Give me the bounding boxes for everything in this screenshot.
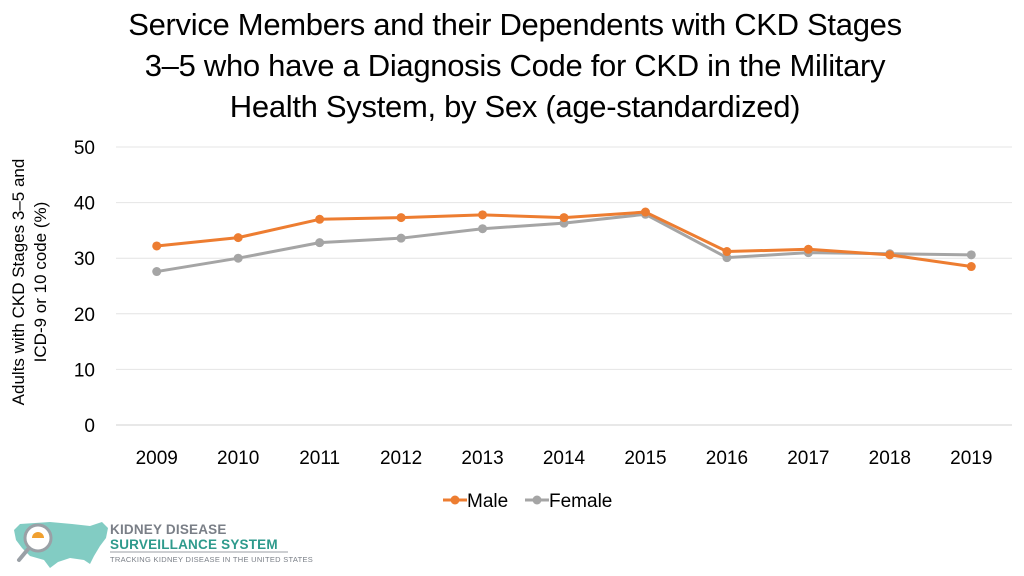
logo-line-1: KIDNEY DISEASE [110, 522, 227, 537]
gridlines [116, 146, 1012, 426]
series-female [152, 209, 976, 277]
y-tick-label: 20 [74, 305, 95, 326]
logo-line-2: SURVEILLANCE SYSTEM [110, 537, 278, 552]
y-axis-label-line-1: Adults with CKD Stages 3–5 and [9, 159, 28, 406]
female-point [315, 238, 325, 248]
male-point [559, 213, 569, 223]
legend-swatch-marker [450, 495, 460, 505]
x-tick-label: 2017 [787, 448, 829, 469]
y-tick-label: 0 [84, 416, 95, 437]
title-line-3: Health System, by Sex (age-standardized) [229, 89, 801, 124]
male-point [396, 213, 406, 223]
logo-line-3: TRACKING KIDNEY DISEASE IN THE UNITED ST… [110, 555, 314, 564]
y-tick-label: 10 [74, 360, 95, 381]
x-tick-label: 2019 [950, 448, 992, 469]
male-point [803, 244, 813, 254]
male-point [478, 210, 488, 220]
x-tick-label: 2012 [380, 448, 422, 469]
x-tick-label: 2011 [299, 448, 340, 469]
x-tick-label: 2013 [461, 448, 503, 469]
y-tick-label: 50 [74, 138, 95, 159]
legend-label: Male [467, 491, 508, 512]
y-axis-ticks: 0 10 20 30 40 50 [74, 138, 95, 437]
female-point [396, 233, 406, 243]
x-axis-ticks: 2009 2010 2011 2012 2013 2014 2015 2016 2017 2018… [136, 448, 993, 469]
male-point [722, 247, 732, 257]
x-tick-label: 2009 [136, 448, 178, 469]
male-point [315, 214, 325, 224]
x-tick-label: 2015 [624, 448, 666, 469]
male-point [152, 241, 162, 251]
legend-label: Female [549, 491, 612, 512]
female-point [233, 253, 243, 263]
male-point [640, 207, 650, 217]
series-male [152, 207, 976, 272]
male-point [233, 233, 243, 243]
x-tick-label: 2016 [706, 448, 748, 469]
legend-item-female: Female [525, 491, 612, 512]
series-group [152, 207, 976, 277]
female-point [478, 224, 488, 234]
x-tick-label: 2010 [217, 448, 259, 469]
title-line-1: Service Members and their Dependents wit… [128, 7, 902, 42]
female-point [152, 267, 162, 277]
kdss-logo [14, 522, 288, 568]
chart-title: Service Members and their Dependents wit… [60, 4, 970, 127]
legend: Male Female [443, 491, 612, 512]
male-point [966, 262, 976, 272]
y-tick-label: 30 [74, 249, 95, 270]
female-point [966, 250, 976, 260]
y-tick-label: 40 [74, 194, 95, 215]
x-tick-label: 2014 [543, 448, 586, 469]
legend-item-male: Male [443, 491, 508, 512]
legend-swatch-marker [532, 495, 542, 505]
male-point [885, 250, 895, 260]
x-tick-label: 2018 [869, 448, 911, 469]
y-axis-label-line-2: ICD-9 or 10 code (%) [31, 202, 50, 363]
title-line-2: 3–5 who have a Diagnosis Code for CKD in… [144, 48, 886, 83]
